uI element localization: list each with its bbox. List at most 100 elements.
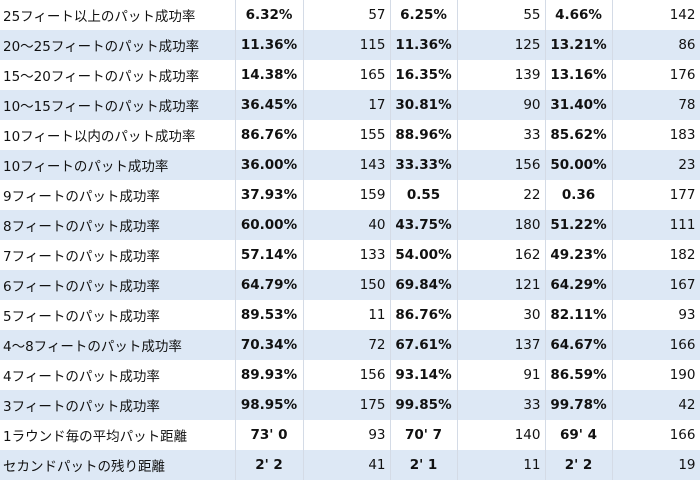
stat-rank: 176	[612, 60, 700, 90]
stat-value: 49.23%	[545, 240, 613, 270]
stat-rank: 142	[612, 0, 700, 30]
stat-value: 36.45%	[235, 90, 304, 120]
stat-value: 99.85%	[390, 390, 458, 420]
stat-value: 54.00%	[390, 240, 458, 270]
stat-value: 31.40%	[545, 90, 613, 120]
table-row: 4フィートのパット成功率 89.93% 156 93.14% 91 86.59% 190	[0, 360, 700, 390]
stat-rank: 30	[457, 300, 546, 330]
stat-rank: 11	[457, 450, 546, 480]
stat-rank: 11	[303, 300, 391, 330]
stat-rank: 183	[612, 120, 700, 150]
stat-rank: 93	[303, 420, 391, 450]
table-row: 5フィートのパット成功率 89.53% 11 86.76% 30 82.11% 93	[0, 300, 700, 330]
stat-name: 3フィートのパット成功率	[0, 390, 236, 420]
stat-value: 6.32%	[235, 0, 304, 30]
stat-rank: 159	[303, 180, 391, 210]
stat-name: 15～20フィートのパット成功率	[0, 60, 236, 90]
stat-rank: 125	[457, 30, 546, 60]
stat-value: 13.16%	[545, 60, 613, 90]
table-row: 4～8フィートのパット成功率 70.34% 72 67.61% 137 64.67% 166	[0, 330, 700, 360]
stat-rank: 162	[457, 240, 546, 270]
stat-value: 14.38%	[235, 60, 304, 90]
stat-rank: 166	[612, 420, 700, 450]
stat-name: 10フィート以内のパット成功率	[0, 120, 236, 150]
stat-rank: 93	[612, 300, 700, 330]
stat-rank: 139	[457, 60, 546, 90]
stat-rank: 86	[612, 30, 700, 60]
stat-value: 69' 4	[545, 420, 613, 450]
stat-rank: 180	[457, 210, 546, 240]
stat-value: 2' 2	[235, 450, 304, 480]
stat-value: 13.21%	[545, 30, 613, 60]
stat-rank: 177	[612, 180, 700, 210]
stat-rank: 17	[303, 90, 391, 120]
stat-value: 37.93%	[235, 180, 304, 210]
stat-rank: 166	[612, 330, 700, 360]
stat-value: 33.33%	[390, 150, 458, 180]
stat-rank: 156	[303, 360, 391, 390]
stat-value: 6.25%	[390, 0, 458, 30]
stat-name: 4～8フィートのパット成功率	[0, 330, 236, 360]
stat-rank: 72	[303, 330, 391, 360]
stat-rank: 33	[457, 120, 546, 150]
table-row: 3フィートのパット成功率 98.95% 175 99.85% 33 99.78% 42	[0, 390, 700, 420]
stat-value: 0.36	[545, 180, 613, 210]
stat-value: 98.95%	[235, 390, 304, 420]
stat-value: 57.14%	[235, 240, 304, 270]
stat-name: 6フィートのパット成功率	[0, 270, 236, 300]
stat-rank: 156	[457, 150, 546, 180]
stat-rank: 55	[457, 0, 546, 30]
stat-rank: 121	[457, 270, 546, 300]
stat-rank: 155	[303, 120, 391, 150]
stat-rank: 19	[612, 450, 700, 480]
stat-value: 16.35%	[390, 60, 458, 90]
stat-value: 11.36%	[235, 30, 304, 60]
stat-value: 0.55	[390, 180, 458, 210]
stat-value: 73' 0	[235, 420, 304, 450]
stat-value: 99.78%	[545, 390, 613, 420]
table-row: 9フィートのパット成功率 37.93% 159 0.55 22 0.36 177	[0, 180, 700, 210]
stat-name: 7フィートのパット成功率	[0, 240, 236, 270]
table-row: 10～15フィートのパット成功率 36.45% 17 30.81% 90 31.40% 78	[0, 90, 700, 120]
stat-name: 1ラウンド毎の平均パット距離	[0, 420, 236, 450]
stat-rank: 23	[612, 150, 700, 180]
stat-rank: 78	[612, 90, 700, 120]
stat-name: 20～25フィートのパット成功率	[0, 30, 236, 60]
stat-rank: 40	[303, 210, 391, 240]
stat-rank: 57	[303, 0, 391, 30]
stat-value: 64.79%	[235, 270, 304, 300]
stat-name: 10～15フィートのパット成功率	[0, 90, 236, 120]
stat-value: 11.36%	[390, 30, 458, 60]
stat-name: セカンドパットの残り距離	[0, 450, 236, 480]
table-row: 6フィートのパット成功率 64.79% 150 69.84% 121 64.29% 167	[0, 270, 700, 300]
stat-rank: 42	[612, 390, 700, 420]
stat-value: 30.81%	[390, 90, 458, 120]
stat-rank: 190	[612, 360, 700, 390]
stat-rank: 115	[303, 30, 391, 60]
stat-rank: 90	[457, 90, 546, 120]
stat-value: 85.62%	[545, 120, 613, 150]
table-row: 7フィートのパット成功率 57.14% 133 54.00% 162 49.23% 182	[0, 240, 700, 270]
stat-name: 5フィートのパット成功率	[0, 300, 236, 330]
stat-value: 36.00%	[235, 150, 304, 180]
stat-rank: 91	[457, 360, 546, 390]
stat-rank: 165	[303, 60, 391, 90]
stat-value: 51.22%	[545, 210, 613, 240]
stat-value: 70' 7	[390, 420, 458, 450]
stat-value: 88.96%	[390, 120, 458, 150]
stat-value: 2' 2	[545, 450, 613, 480]
stat-name: 9フィートのパット成功率	[0, 180, 236, 210]
stat-value: 86.76%	[235, 120, 304, 150]
stat-rank: 140	[457, 420, 546, 450]
stat-value: 86.76%	[390, 300, 458, 330]
stat-value: 86.59%	[545, 360, 613, 390]
stat-value: 89.93%	[235, 360, 304, 390]
table-row: 15～20フィートのパット成功率 14.38% 165 16.35% 139 13.16%…	[0, 60, 700, 90]
stat-rank: 182	[612, 240, 700, 270]
table-row: 1ラウンド毎の平均パット距離 73' 0 93 70' 7 140 69' 4 166	[0, 420, 700, 450]
stat-value: 67.61%	[390, 330, 458, 360]
table-row: セカンドパットの残り距離 2' 2 41 2' 1 11 2' 2 19	[0, 450, 700, 480]
stat-rank: 167	[612, 270, 700, 300]
stat-value: 64.29%	[545, 270, 613, 300]
